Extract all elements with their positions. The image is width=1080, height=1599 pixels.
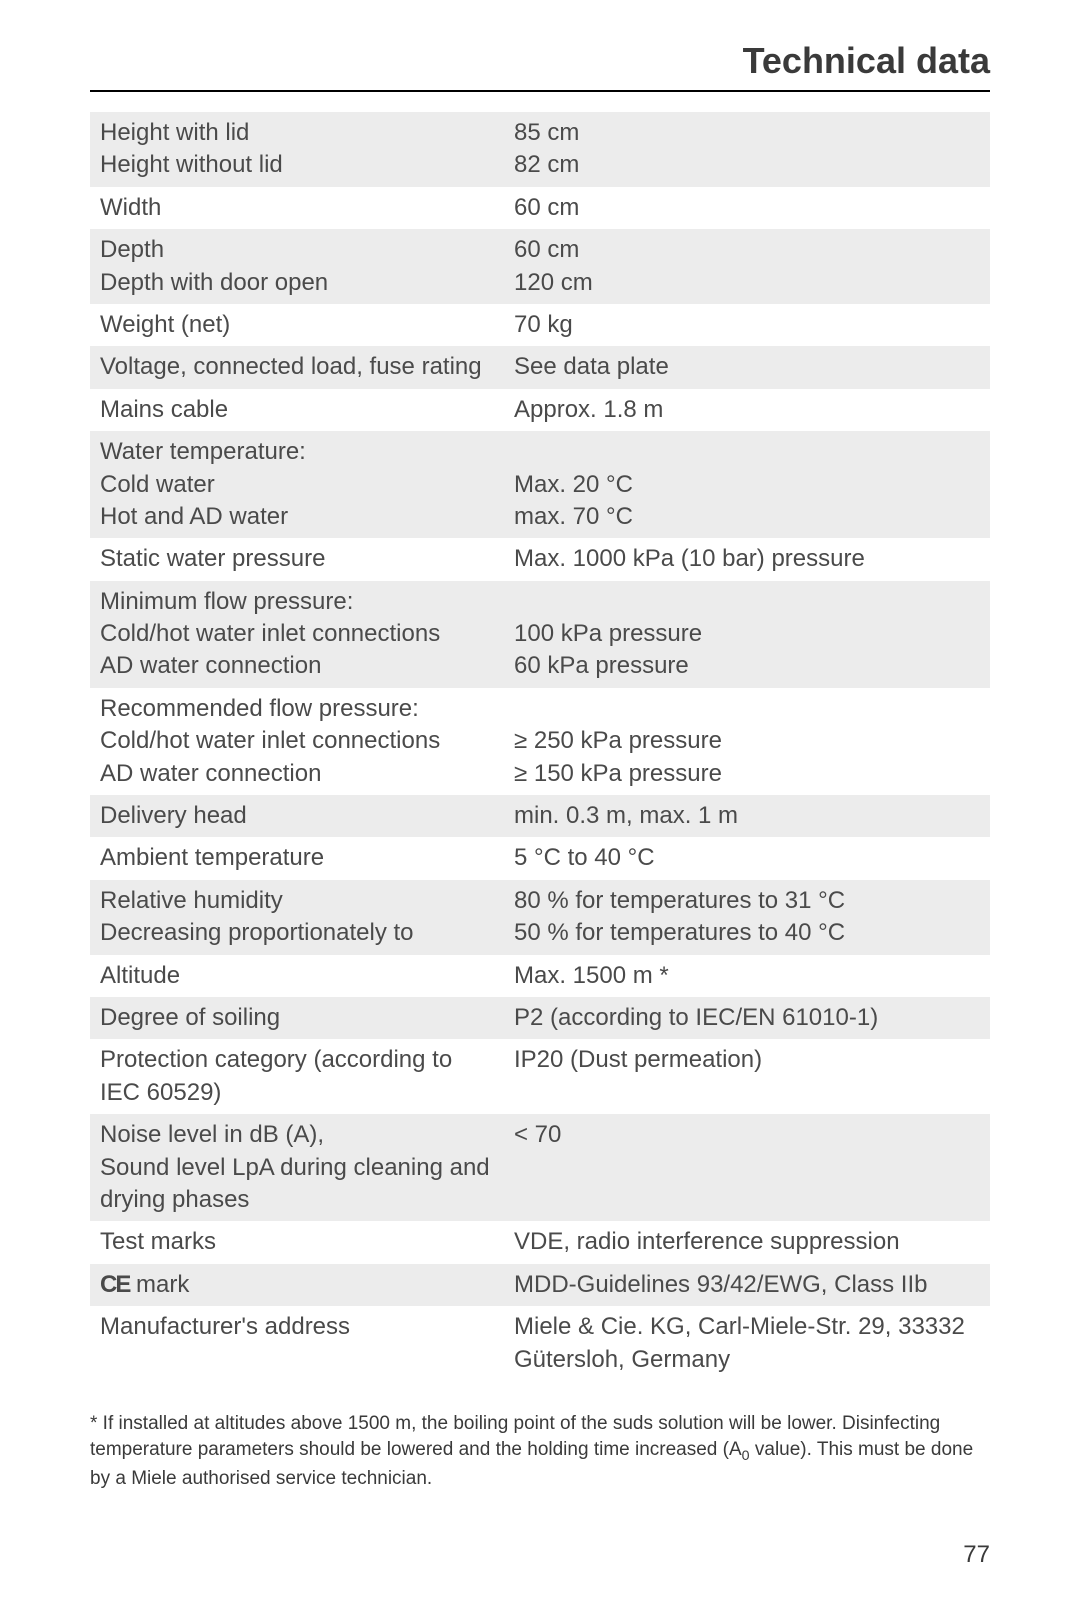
- spec-label: Relative humidityDecreasing proportionat…: [90, 880, 504, 955]
- spec-label: Height with lidHeight without lid: [90, 112, 504, 187]
- spec-value: Miele & Cie. KG, Carl-Miele-Str. 29, 333…: [504, 1306, 990, 1381]
- spec-value: Max. 20 °Cmax. 70 °C: [504, 431, 990, 538]
- spec-label: Ambient temperature: [90, 837, 504, 879]
- table-row: Noise level in dB (A),Sound level LpA du…: [90, 1114, 990, 1221]
- table-body: Height with lidHeight without lid85 cm82…: [90, 112, 990, 1381]
- technical-data-table: Height with lidHeight without lid85 cm82…: [90, 112, 990, 1381]
- spec-value: ≥ 250 kPa pressure≥ 150 kPa pressure: [504, 688, 990, 795]
- spec-value: 5 °C to 40 °C: [504, 837, 990, 879]
- table-row: Relative humidityDecreasing proportionat…: [90, 880, 990, 955]
- spec-label: Test marks: [90, 1221, 504, 1263]
- spec-value: 60 cm: [504, 187, 990, 229]
- table-row: Mains cableApprox. 1.8 m: [90, 389, 990, 431]
- spec-value: 100 kPa pressure60 kPa pressure: [504, 581, 990, 688]
- spec-value: See data plate: [504, 346, 990, 388]
- spec-value: Approx. 1.8 m: [504, 389, 990, 431]
- table-row: Manufacturer's addressMiele & Cie. KG, C…: [90, 1306, 990, 1381]
- spec-label: CE mark: [90, 1264, 504, 1306]
- spec-label: Static water pressure: [90, 538, 504, 580]
- table-row: Water temperature:Cold waterHot and AD w…: [90, 431, 990, 538]
- spec-label: Width: [90, 187, 504, 229]
- spec-value: 70 kg: [504, 304, 990, 346]
- spec-label: Delivery head: [90, 795, 504, 837]
- spec-label: DepthDepth with door open: [90, 229, 504, 304]
- table-row: Voltage, connected load, fuse ratingSee …: [90, 346, 990, 388]
- table-row: Static water pressureMax. 1000 kPa (10 b…: [90, 538, 990, 580]
- spec-label: Mains cable: [90, 389, 504, 431]
- spec-label: Water temperature:Cold waterHot and AD w…: [90, 431, 504, 538]
- spec-value: Max. 1000 kPa (10 bar) pressure: [504, 538, 990, 580]
- spec-label: Minimum flow pressure:Cold/hot water inl…: [90, 581, 504, 688]
- spec-label: Manufacturer's address: [90, 1306, 504, 1381]
- table-row: Test marksVDE, radio interference suppre…: [90, 1221, 990, 1263]
- table-row: AltitudeMax. 1500 m *: [90, 955, 990, 997]
- spec-label: Weight (net): [90, 304, 504, 346]
- table-row: Weight (net)70 kg: [90, 304, 990, 346]
- spec-value: P2 (according to IEC/EN 61010-1): [504, 997, 990, 1039]
- table-row: Ambient temperature5 °C to 40 °C: [90, 837, 990, 879]
- spec-label: Voltage, connected load, fuse rating: [90, 346, 504, 388]
- spec-value: 60 cm120 cm: [504, 229, 990, 304]
- table-row: Height with lidHeight without lid85 cm82…: [90, 112, 990, 187]
- spec-value: MDD-Guidelines 93/42/EWG, Class IIb: [504, 1264, 990, 1306]
- spec-label: Altitude: [90, 955, 504, 997]
- spec-value: min. 0.3 m, max. 1 m: [504, 795, 990, 837]
- spec-value: 85 cm82 cm: [504, 112, 990, 187]
- page-number: 77: [90, 1541, 990, 1569]
- spec-value: VDE, radio interference suppression: [504, 1221, 990, 1263]
- spec-value: Max. 1500 m *: [504, 955, 990, 997]
- spec-label: Recommended flow pressure:Cold/hot water…: [90, 688, 504, 795]
- spec-label: Protection category (according to IEC 60…: [90, 1039, 504, 1114]
- table-row: Protection category (according to IEC 60…: [90, 1039, 990, 1114]
- table-row: Minimum flow pressure:Cold/hot water inl…: [90, 581, 990, 688]
- footnote: * If installed at altitudes above 1500 m…: [90, 1411, 990, 1491]
- table-row: Recommended flow pressure:Cold/hot water…: [90, 688, 990, 795]
- page-title: Technical data: [90, 40, 990, 92]
- table-row: Delivery headmin. 0.3 m, max. 1 m: [90, 795, 990, 837]
- table-row: CE markMDD-Guidelines 93/42/EWG, Class I…: [90, 1264, 990, 1306]
- table-row: Width60 cm: [90, 187, 990, 229]
- table-row: DepthDepth with door open60 cm120 cm: [90, 229, 990, 304]
- spec-label: Degree of soiling: [90, 997, 504, 1039]
- spec-value: 80 % for temperatures to 31 °C50 % for t…: [504, 880, 990, 955]
- spec-value: < 70: [504, 1114, 990, 1221]
- spec-label: Noise level in dB (A),Sound level LpA du…: [90, 1114, 504, 1221]
- spec-value: IP20 (Dust permeation): [504, 1039, 990, 1114]
- table-row: Degree of soilingP2 (according to IEC/EN…: [90, 997, 990, 1039]
